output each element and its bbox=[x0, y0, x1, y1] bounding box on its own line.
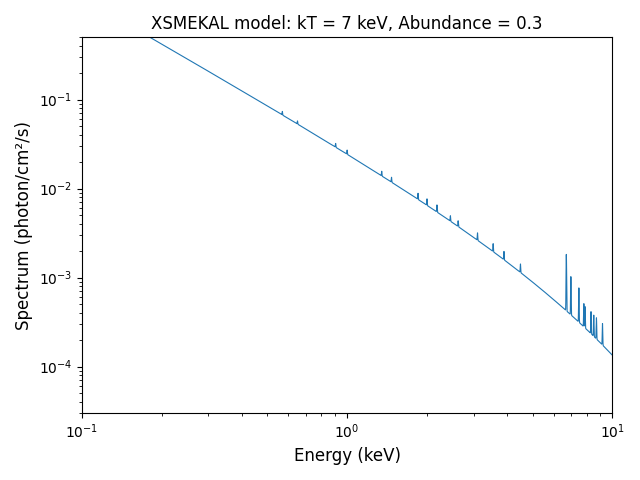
Y-axis label: Spectrum (photon/cm²/s): Spectrum (photon/cm²/s) bbox=[15, 121, 33, 330]
X-axis label: Energy (keV): Energy (keV) bbox=[294, 447, 401, 465]
Title: XSMEKAL model: kT = 7 keV, Abundance = 0.3: XSMEKAL model: kT = 7 keV, Abundance = 0… bbox=[152, 15, 543, 33]
